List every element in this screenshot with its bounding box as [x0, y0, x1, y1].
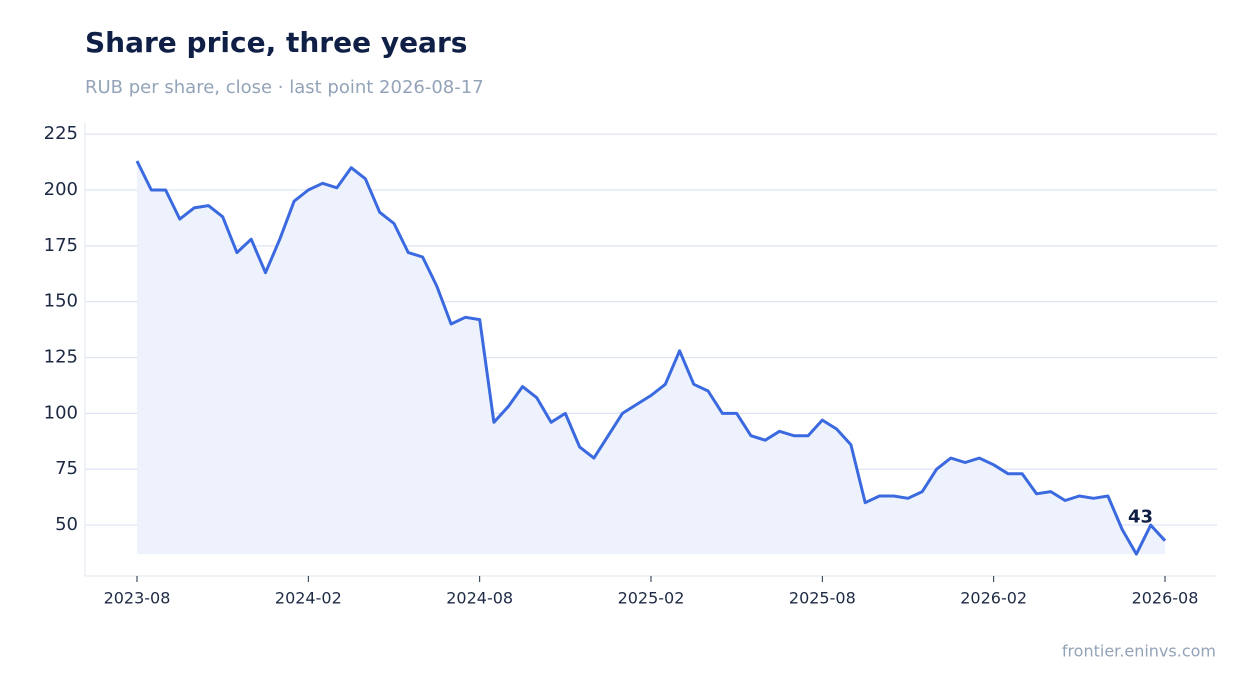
y-tick-label: 100: [44, 402, 78, 423]
y-tick-label: 225: [44, 123, 78, 144]
line: [135, 160, 1167, 556]
y-tick-label: 175: [44, 235, 78, 256]
x-tick-label: 2025-08: [789, 589, 856, 608]
source: frontier.eninvs.com: [1062, 642, 1216, 661]
y-tick-label: 150: [44, 291, 78, 312]
chart-subtitle: RUB per share, close · last point 2026-0…: [85, 77, 484, 98]
x-tick-label: 2024-08: [446, 589, 513, 608]
chart-title: Share price, three years: [85, 26, 467, 59]
x-tick-label: 2026-08: [1132, 589, 1199, 608]
y-tick-label: 125: [44, 347, 78, 368]
x-tick-label: 2023-08: [104, 589, 171, 608]
y-tick-label: 75: [55, 458, 78, 479]
x-tick-label: 2025-02: [618, 589, 685, 608]
x-tick-label: 2024-02: [275, 589, 342, 608]
value-label: 43: [1128, 507, 1153, 528]
y-tick-label: 50: [55, 514, 78, 535]
y-tick-label: 200: [44, 179, 78, 200]
area: [137, 161, 1165, 555]
x-tick-label: 2026-02: [960, 589, 1027, 608]
